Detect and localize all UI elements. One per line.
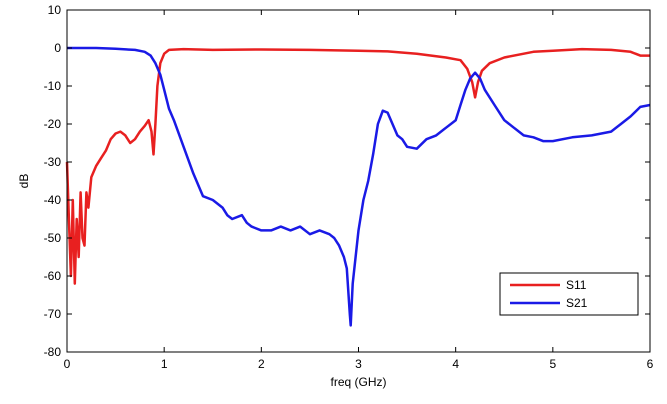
x-tick-label: 2 [258,357,265,371]
x-tick-label: 6 [647,357,654,371]
y-tick-label: -70 [44,307,62,321]
y-tick-label: -50 [44,231,62,245]
x-tick-label: 5 [549,357,556,371]
y-tick-label: -60 [44,269,62,283]
y-axis-label: dB [17,174,31,189]
y-tick-label: -20 [44,117,62,131]
x-tick-label: 4 [452,357,459,371]
series-line-s21 [67,46,651,327]
legend-label-s21: S21 [566,296,588,310]
ticks-layer: 0 1 2 3 4 5 6 10 0 -10 -20 -30 -40 -50 -60 -70 -80 [44,3,654,371]
y-tick-label: 10 [48,3,62,17]
series-line-s11 [65,47,650,285]
x-tick-label: 1 [161,357,168,371]
x-tick-label: 0 [64,357,71,371]
legend-label-s11: S11 [566,278,587,292]
series-layer [65,46,651,327]
y-tick-label: -30 [44,155,62,169]
x-axis-label: freq (GHz) [330,375,386,389]
y-tick-label: 0 [54,41,61,55]
y-tick-label: -80 [44,345,62,359]
y-tick-label: -10 [44,79,62,93]
y-tick-label: -40 [44,193,62,207]
x-tick-label: 3 [355,357,362,371]
legend-box [499,272,639,316]
